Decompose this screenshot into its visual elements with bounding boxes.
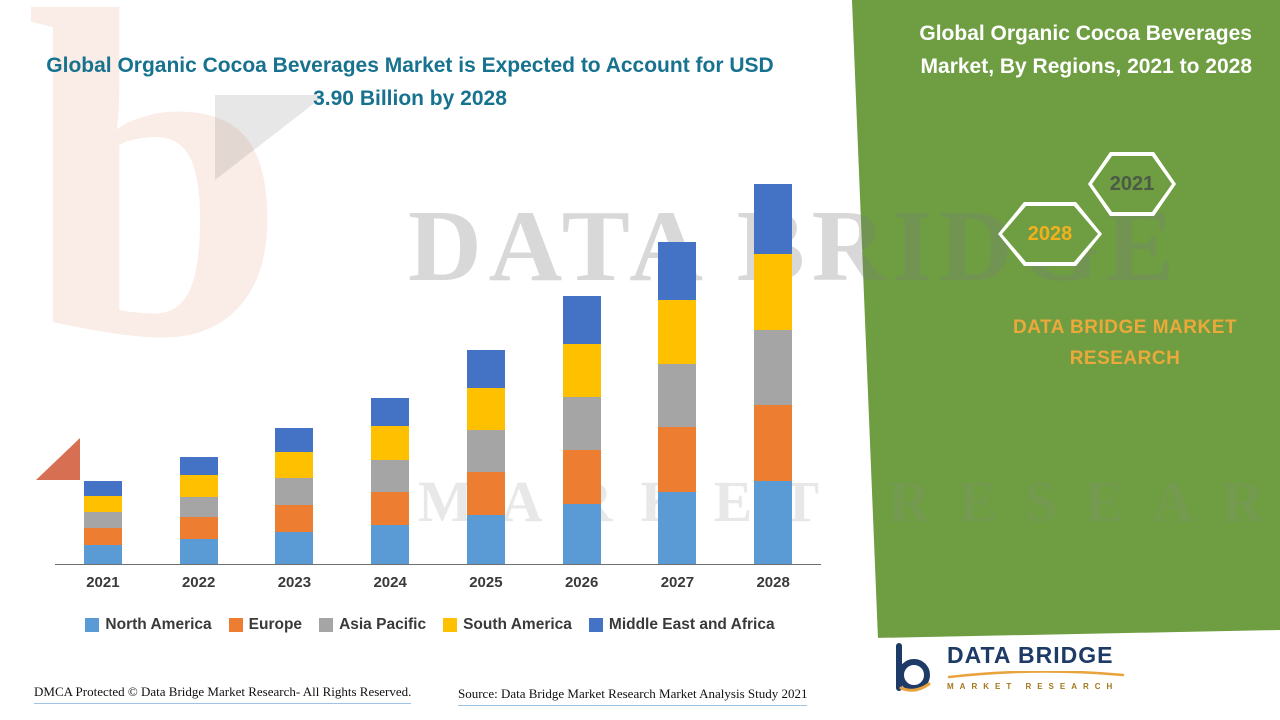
bar-segment-2027-south-america [658, 299, 697, 365]
source-note: Source: Data Bridge Market Research Mark… [458, 686, 808, 706]
legend-item-middle-east-and-africa: Middle East and Africa [588, 616, 775, 634]
bar-segment-2028-south-america [754, 254, 793, 331]
databridge-b-icon [896, 643, 931, 692]
dmca-notice: DMCA Protected © Data Bridge Market Rese… [34, 684, 412, 704]
chart-legend: North America Europe Asia Pacific South Ame… [30, 616, 830, 634]
chart-xlabels: 2021 2022 2023 2024 2025 2026 2027 2028 [55, 574, 821, 591]
bar-segment-2024-north-america [371, 525, 410, 564]
bar-column-2021 [55, 175, 151, 564]
bar-column-2026 [534, 175, 630, 564]
bar-segment-2022-europe [179, 517, 218, 539]
bar-segment-2026-asia-pacific [562, 397, 601, 450]
hexagon-2021-label: 2021 [1092, 156, 1172, 212]
x-axis-label-2021: 2021 [86, 574, 120, 591]
bar-segment-2024-south-america [371, 426, 410, 460]
x-axis-label-2024: 2024 [373, 574, 407, 591]
bar-column-2022 [151, 175, 247, 564]
logo-name: DATA BRIDGE [947, 642, 1114, 668]
bar-segment-2023-europe [275, 504, 314, 532]
bar-column-2024 [342, 175, 438, 564]
bar-segment-2021-middle-east-and-africa [83, 481, 122, 496]
legend-swatch-middle-east-and-africa [588, 618, 603, 632]
bar-stack-2028 [754, 183, 793, 564]
bar-segment-2025-middle-east-and-africa [466, 349, 505, 388]
bar-segment-2022-north-america [179, 538, 218, 564]
bar-segment-2024-middle-east-and-africa [371, 398, 410, 427]
bar-segment-2028-europe [754, 405, 793, 482]
chart-title: Global Organic Cocoa Beverages Market is… [46, 54, 774, 110]
logo-swoosh-icon [947, 671, 1125, 679]
legend-swatch-europe [228, 618, 243, 632]
bar-segment-2023-north-america [275, 531, 314, 564]
legend-item-north-america: North America [85, 616, 212, 634]
legend-item-south-america: South America [443, 616, 572, 634]
bar-segment-2025-south-america [466, 387, 505, 431]
hexagon-2028-label: 2028 [1002, 206, 1098, 262]
x-axis-label-2023: 2023 [277, 574, 312, 591]
bar-column-2027 [630, 175, 726, 564]
bar-segment-2021-north-america [83, 544, 122, 564]
legend-label-europe: Europe [248, 616, 303, 633]
bar-segment-2026-middle-east-and-africa [562, 295, 601, 344]
bar-segment-2021-south-america [83, 495, 122, 513]
bar-column-2025 [438, 175, 534, 564]
bar-segment-2023-asia-pacific [275, 478, 314, 505]
bar-segment-2025-asia-pacific [466, 430, 505, 473]
bar-stack-2023 [275, 427, 314, 564]
legend-label-south-america: South America [463, 616, 572, 633]
bar-stack-2024 [371, 398, 410, 564]
bar-segment-2026-europe [562, 449, 601, 504]
bar-segment-2023-south-america [275, 451, 314, 479]
company-logo: DATA BRIDGE MARKET RESEARCH [885, 642, 1125, 698]
legend-label-north-america: North America [105, 616, 212, 633]
side-panel-brand-text: DATA BRIDGE MARKET RESEARCH [1013, 317, 1237, 370]
bar-column-2023 [247, 175, 343, 564]
side-panel-title: Global Organic Cocoa Beverages Market, B… [919, 22, 1252, 78]
bar-segment-2026-north-america [562, 503, 601, 564]
bar-segment-2022-south-america [179, 475, 218, 497]
legend-swatch-north-america [85, 618, 100, 632]
bar-stack-2025 [466, 349, 505, 564]
x-axis-label-2028: 2028 [756, 574, 790, 591]
legend-item-europe: Europe [228, 616, 303, 634]
bar-segment-2027-middle-east-and-africa [658, 242, 697, 300]
x-axis-label-2027: 2027 [660, 574, 695, 591]
bar-segment-2023-middle-east-and-africa [275, 427, 314, 452]
bar-segment-2022-middle-east-and-africa [179, 456, 218, 476]
x-axis-label-2026: 2026 [564, 574, 599, 591]
bar-segment-2024-europe [371, 491, 410, 525]
bar-column-2028 [725, 175, 821, 564]
x-axis-label-2025: 2025 [469, 574, 503, 591]
bar-segment-2027-north-america [658, 491, 697, 564]
bar-segment-2026-south-america [562, 343, 601, 398]
logo-subtitle: MARKET RESEARCH [947, 682, 1119, 691]
bar-segment-2021-asia-pacific [83, 512, 122, 528]
bar-segment-2025-north-america [466, 515, 505, 564]
bar-segment-2027-europe [658, 427, 697, 492]
bar-segment-2028-asia-pacific [754, 330, 793, 406]
bar-stack-2027 [658, 242, 697, 564]
legend-swatch-asia-pacific [319, 618, 334, 632]
bar-stack-2021 [83, 481, 122, 564]
legend-swatch-south-america [443, 618, 458, 632]
bar-segment-2024-asia-pacific [371, 459, 410, 492]
bar-segment-2025-europe [466, 472, 505, 516]
legend-label-middle-east-and-africa: Middle East and Africa [608, 616, 775, 633]
bar-segment-2028-middle-east-and-africa [754, 183, 793, 255]
bar-segment-2028-north-america [754, 481, 793, 564]
bar-segment-2027-asia-pacific [658, 364, 697, 428]
bar-segment-2021-europe [83, 527, 122, 545]
legend-item-asia-pacific: Asia Pacific [319, 616, 426, 634]
x-axis-label-2022: 2022 [181, 574, 216, 591]
bar-stack-2022 [179, 456, 218, 564]
bar-stack-2026 [562, 295, 601, 564]
legend-label-asia-pacific: Asia Pacific [339, 616, 427, 633]
bar-segment-2022-asia-pacific [179, 496, 218, 518]
chart-plot [55, 175, 821, 565]
